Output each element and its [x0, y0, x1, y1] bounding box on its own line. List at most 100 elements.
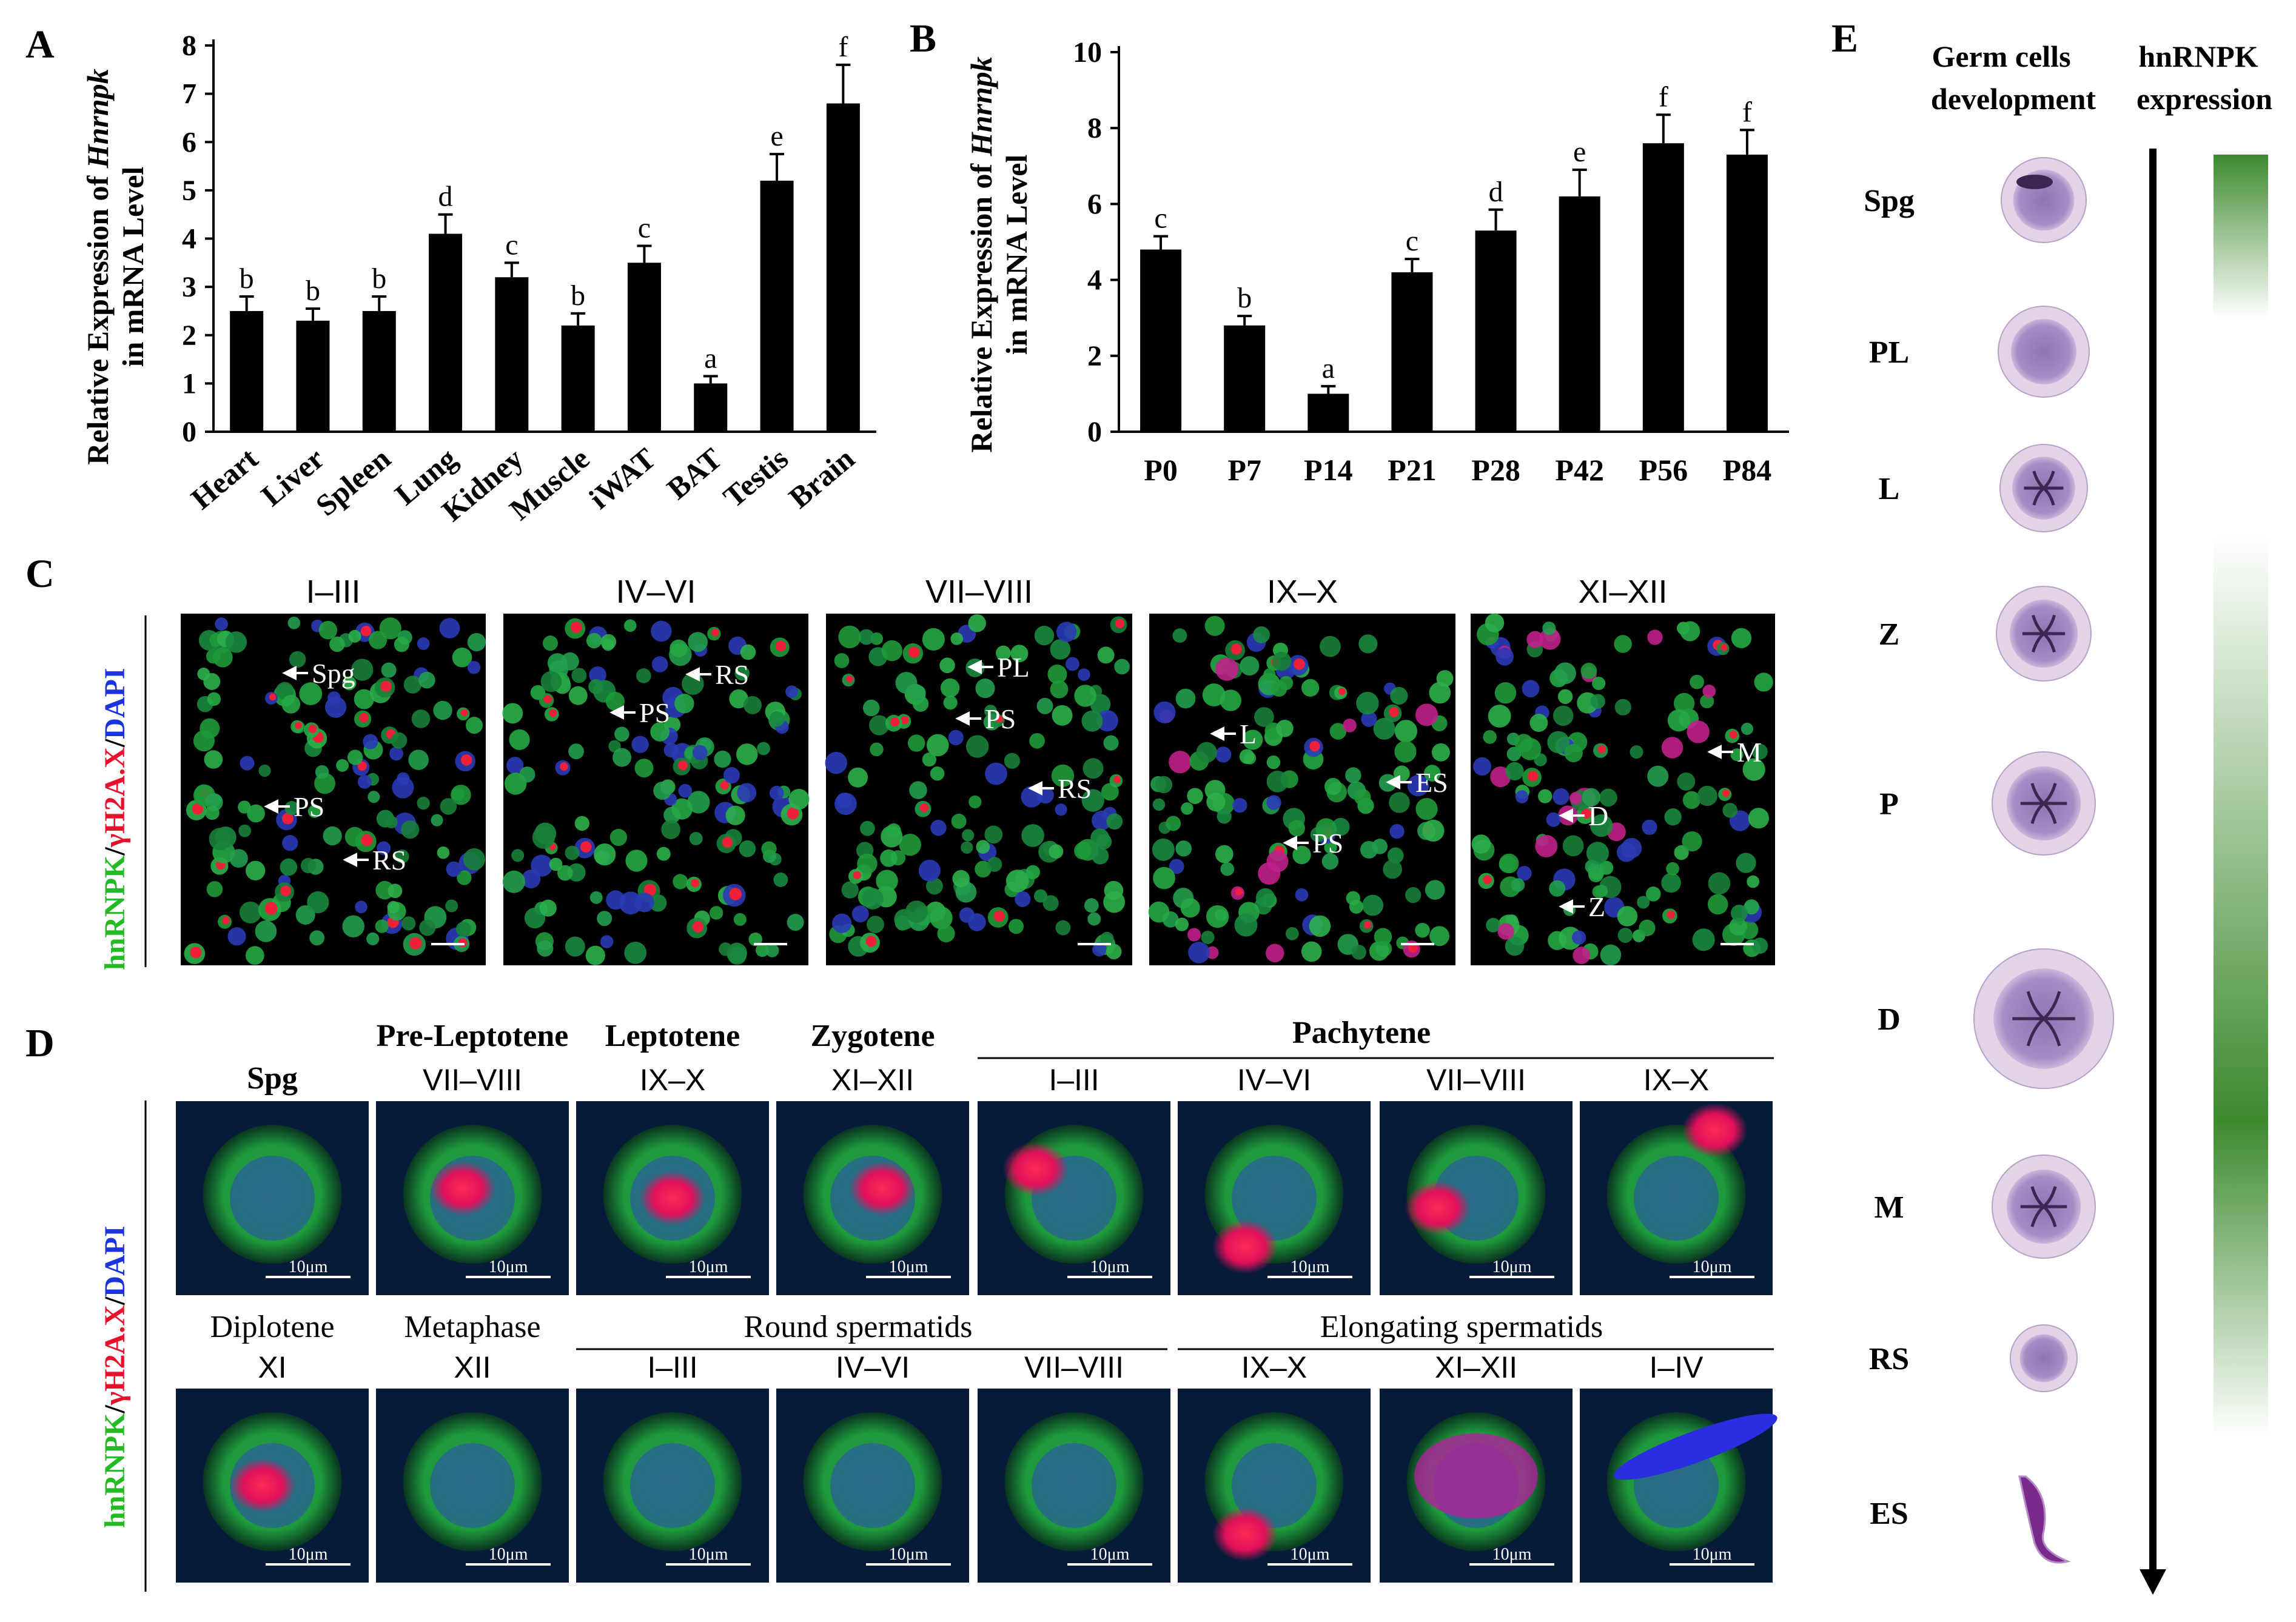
c-nucleus	[389, 746, 403, 761]
c-nucleus	[247, 804, 265, 823]
d-stage-label: IV–VI	[836, 1350, 910, 1384]
c-nucleus	[1517, 865, 1532, 881]
c-nucleus	[1050, 680, 1069, 699]
c-nucleus	[568, 743, 584, 760]
c-nucleus	[215, 617, 228, 631]
c-foci	[560, 762, 568, 771]
c-nucleus	[926, 734, 949, 757]
y-tick-label: 8	[1087, 112, 1102, 144]
c-nucleus	[411, 709, 431, 728]
c-nucleus	[910, 685, 926, 700]
c-nucleus	[1096, 710, 1118, 732]
d-nucleus	[630, 1443, 715, 1528]
c-nucleus	[940, 678, 960, 698]
e-chromosome	[2032, 614, 2045, 635]
category-label: P84	[1723, 453, 1772, 487]
c-nucleus	[1429, 926, 1450, 947]
c-nucleus	[1542, 622, 1556, 635]
d-row2-image-8: I–IV 10μm	[1580, 1350, 1777, 1583]
c-nucleus	[1301, 941, 1322, 962]
c-nucleus	[1152, 838, 1175, 861]
c-nucleus	[1354, 788, 1371, 806]
y-axis-label-line2: in mRNA Level	[999, 155, 1033, 355]
c-nucleus	[1747, 875, 1760, 888]
c-nucleus	[531, 854, 553, 877]
c-nucleus	[1100, 931, 1114, 946]
c-nucleus	[384, 816, 398, 829]
c-nucleus	[1617, 928, 1633, 943]
c-nucleus	[1029, 732, 1045, 749]
d-scale-label: 10μm	[1693, 1545, 1732, 1564]
c-nucleus	[1358, 634, 1378, 654]
c-nucleus	[1114, 659, 1130, 675]
c-nucleus	[1285, 927, 1299, 940]
c-nucleus	[895, 672, 918, 694]
category-label: P14	[1304, 453, 1353, 487]
c-nucleus	[594, 843, 616, 866]
c-nucleus	[1081, 710, 1103, 732]
c-nucleus	[1051, 764, 1075, 787]
bar	[429, 233, 463, 432]
c-foci	[846, 675, 853, 683]
c-nucleus	[280, 858, 298, 876]
c-foci	[1389, 707, 1399, 717]
timeline-arrowhead	[2140, 1569, 2166, 1595]
c-nucleus	[1066, 657, 1079, 671]
c-nucleus	[757, 742, 770, 756]
c-nucleus	[1078, 668, 1090, 681]
d-scale-label: 10μm	[1291, 1545, 1330, 1564]
c-nucleus	[391, 732, 408, 749]
c-nucleus	[909, 781, 927, 799]
c-nucleus	[1582, 788, 1601, 806]
c-nucleus	[984, 705, 997, 718]
c-nucleus	[1405, 886, 1422, 903]
c-nucleus	[336, 759, 349, 772]
c-nucleus	[1736, 853, 1756, 873]
c-nucleus	[729, 689, 748, 709]
d-scale-label: 10μm	[689, 1545, 728, 1564]
d-scale-label: 10μm	[289, 1545, 328, 1564]
c-nucleus	[1169, 859, 1184, 874]
c-nucleus	[284, 800, 299, 816]
c-nucleus	[1295, 888, 1309, 902]
y-tick-label: 4	[182, 223, 196, 255]
e-chromosome	[2043, 783, 2057, 805]
c-nucleus	[996, 645, 1011, 661]
c-nucleus	[1196, 742, 1217, 763]
c-nucleus	[1324, 840, 1337, 854]
c-nucleus	[1554, 662, 1576, 685]
c-nucleus	[1630, 745, 1643, 759]
c-nucleus	[502, 703, 523, 724]
y-axis-label-gene: Hnrnpk	[81, 69, 115, 169]
c-nucleus	[586, 632, 602, 649]
c-nucleus	[1562, 835, 1584, 857]
c-nucleus	[588, 679, 603, 694]
y-tick-label: 8	[182, 30, 196, 62]
d-scale-label: 10μm	[489, 1545, 528, 1564]
d-red-signal	[430, 1161, 496, 1216]
c-cell-label: PS	[985, 703, 1016, 734]
c-cell-label: PS	[639, 697, 670, 728]
c-nucleus	[1646, 886, 1661, 902]
e-chromosome	[2043, 1205, 2057, 1227]
d-row1-image-6: IV–VI 10μm	[1178, 1063, 1371, 1295]
c-nucleus	[1740, 722, 1753, 736]
c-nucleus	[723, 767, 740, 784]
d-stage-label: I–III	[647, 1350, 697, 1384]
c-foci	[1309, 740, 1320, 752]
c-nucleus	[1005, 870, 1029, 893]
c-nucleus	[1202, 683, 1226, 707]
e-chromosome	[2032, 471, 2045, 489]
e-chromosome	[2043, 1186, 2057, 1208]
y-tick-label: 3	[182, 271, 196, 303]
c-nucleus	[1557, 689, 1573, 704]
d-stage-label: VII–VIII	[1426, 1063, 1526, 1097]
c-foci	[359, 712, 369, 723]
c-nucleus	[682, 672, 704, 695]
c-nucleus	[417, 637, 430, 650]
c-nucleus	[1215, 845, 1234, 863]
c-nucleus	[1278, 675, 1294, 691]
c-nucleus	[511, 849, 525, 862]
c-nucleus	[1616, 842, 1636, 862]
c-nucleus	[1152, 798, 1166, 811]
